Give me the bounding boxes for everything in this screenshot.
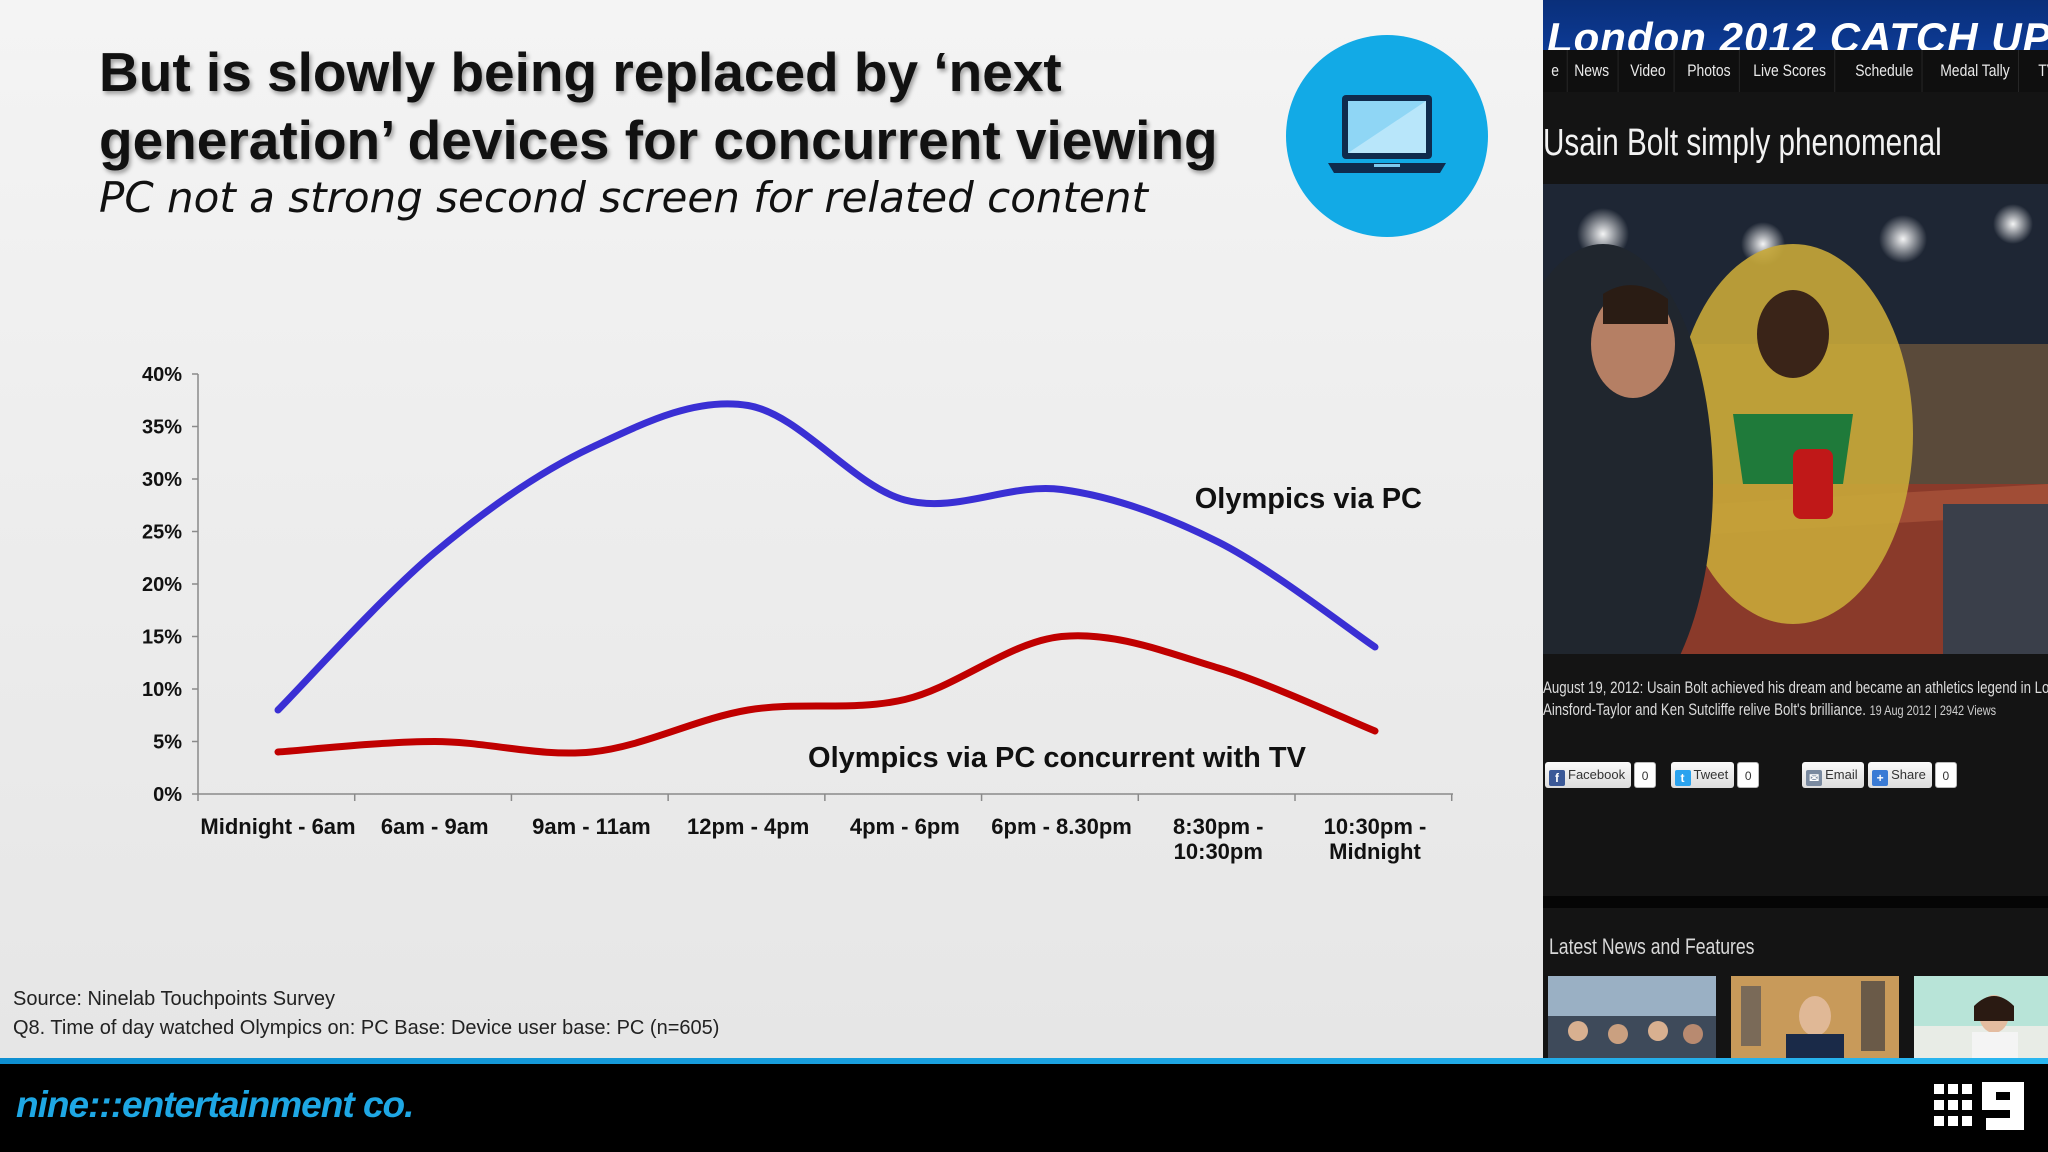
line-chart: 0% 5% 10% 15% 20% 25% 30% 35% 40% Midnight - 6am 6…	[142, 364, 1453, 864]
x-tick-label: 9am - 11am	[532, 814, 651, 839]
nav-item-schedule[interactable]: Schedule	[1847, 50, 1923, 92]
x-tick-label: 4pm - 6pm	[850, 814, 960, 839]
source-note: Source: Ninelab Touchpoints Survey Q8. T…	[13, 985, 719, 1043]
slide: But is slowly being replaced by ‘next ge…	[0, 0, 1543, 1058]
email-icon: ✉	[1806, 770, 1823, 786]
news-thumbnail[interactable]	[1731, 976, 1899, 1058]
share-bar: f Facebook 0 t Tweet 0 ✉ Email + Share 0	[1545, 762, 1967, 788]
y-tick-label: 10%	[142, 679, 182, 701]
base-line: Q8. Time of day watched Olympics on: PC …	[13, 1017, 720, 1039]
news-thumbnail[interactable]	[1548, 976, 1716, 1058]
channel-9-logo	[1934, 1082, 2024, 1130]
nav-item-medal-tally[interactable]: Medal Tally	[1932, 50, 2019, 92]
y-tick-label: 30%	[142, 469, 182, 491]
article-headline: Usain Bolt simply phenomenal	[1543, 122, 1942, 164]
caption-line: August 19, 2012: Usain Bolt achieved his…	[1543, 678, 2048, 697]
series-label: Olympics via PC	[1195, 483, 1422, 515]
x-tick-label: 6am - 9am	[381, 814, 489, 839]
source-line: Source: Ninelab Touchpoints Survey	[13, 988, 336, 1010]
email-button[interactable]: ✉ Email	[1802, 762, 1864, 788]
x-tick-label: 12pm - 4pm	[687, 814, 809, 839]
video-player[interactable]	[1543, 184, 2048, 654]
facebook-button[interactable]: f Facebook	[1545, 762, 1632, 788]
y-tick-label: 35%	[142, 417, 182, 439]
nav-item-tv-all[interactable]: TV All	[2030, 50, 2048, 92]
series-line-olympics-via-pc	[274, 400, 1379, 714]
video-frame-image	[1543, 184, 2048, 654]
share-count: 0	[1934, 762, 1957, 788]
thumbnail-image	[1548, 976, 1716, 1058]
latest-heading: Latest News and Features	[1549, 934, 1755, 959]
website-panel: London 2012 CATCH UP TV e News Video Pho…	[1543, 0, 2048, 1058]
share-label: Share	[1891, 767, 1926, 782]
x-tick-label: Midnight - 6am	[200, 814, 355, 839]
banner-text: London 2012 CATCH UP TV	[1547, 14, 2048, 50]
caption-meta: 19 Aug 2012 | 2942 Views	[1869, 702, 1997, 718]
laptop-icon	[1328, 95, 1446, 173]
share-button[interactable]: + Share	[1868, 762, 1932, 788]
y-tick-label: 5%	[153, 732, 182, 754]
x-tick-label: 6pm - 8.30pm	[991, 814, 1132, 839]
twitter-icon: t	[1674, 770, 1691, 786]
share-icon: +	[1872, 770, 1889, 786]
nav-item-home[interactable]: e	[1543, 50, 1568, 92]
facebook-label: Facebook	[1568, 767, 1626, 782]
y-tick-label: 40%	[142, 364, 182, 386]
slide-subtitle: PC not a strong second screen for relate…	[99, 173, 1148, 222]
series-label: Olympics via PC concurrent with TV	[808, 742, 1307, 774]
nav-item-live-scores[interactable]: Live Scores	[1745, 50, 1835, 92]
footer-bar: nine:::entertainment co.	[0, 1064, 2048, 1152]
slide-title: But is slowly being replaced by ‘next ge…	[99, 41, 1218, 171]
facebook-count: 0	[1634, 762, 1657, 788]
y-tick-label: 25%	[142, 522, 182, 544]
website-banner: London 2012 CATCH UP TV	[1543, 0, 2048, 50]
thumbnail-image	[1914, 976, 2048, 1058]
y-tick-label: 20%	[142, 574, 182, 596]
website-nav: e News Video Photos Live Scores Schedule…	[1543, 50, 2048, 92]
article-caption: August 19, 2012: Usain Bolt achieved his…	[1543, 677, 2048, 721]
nav-item-video[interactable]: Video	[1622, 50, 1675, 92]
y-tick-label: 0%	[153, 784, 182, 806]
thumbnail-image	[1731, 976, 1899, 1058]
series-line-pc-concurrent-with-tv	[274, 632, 1379, 757]
accent-line	[0, 1058, 2048, 1064]
facebook-icon: f	[1549, 770, 1565, 786]
divider	[1543, 896, 2048, 908]
nine-entertainment-logo: nine:::entertainment co.	[16, 1084, 414, 1125]
news-thumbnail[interactable]	[1914, 976, 2048, 1058]
y-tick-label: 15%	[142, 627, 182, 649]
tweet-button[interactable]: t Tweet	[1670, 762, 1735, 788]
email-label: Email	[1825, 767, 1858, 782]
device-badge	[1286, 35, 1488, 237]
nav-item-photos[interactable]: Photos	[1679, 50, 1740, 92]
x-tick-label: 10:30pm -Midnight	[1324, 814, 1427, 864]
tweet-label: Tweet	[1693, 767, 1729, 782]
x-tick-label: 8:30pm -10:30pm	[1173, 814, 1263, 864]
caption-line: Ainsford-Taylor and Ken Sutcliffe relive…	[1543, 700, 1866, 719]
nav-item-news[interactable]: News	[1566, 50, 1619, 92]
tweet-count: 0	[1737, 762, 1760, 788]
caption-line-2: Ainsford-Taylor and Ken Sutcliffe relive…	[1543, 699, 2042, 721]
